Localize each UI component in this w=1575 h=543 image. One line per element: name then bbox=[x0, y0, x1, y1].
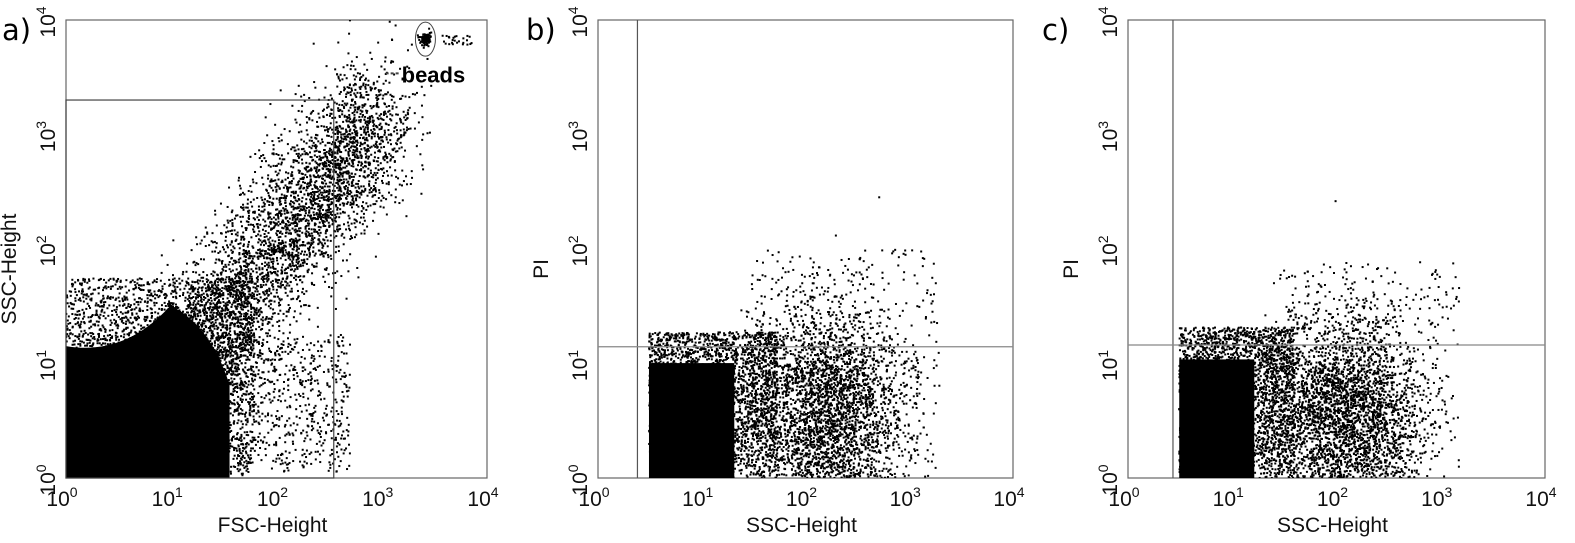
y-tick-label: 104 bbox=[565, 6, 592, 37]
x-tick-label: 104 bbox=[467, 484, 498, 511]
y-tick-label: 101 bbox=[33, 350, 60, 381]
x-tick-label: 103 bbox=[1421, 484, 1452, 511]
scatter-points bbox=[648, 196, 941, 478]
panel-label: b) bbox=[526, 13, 556, 47]
x-tick-label: 102 bbox=[786, 484, 817, 511]
x-tick-label: 103 bbox=[890, 484, 921, 511]
y-tick-label: 103 bbox=[33, 121, 60, 152]
panel-a: a) 100 101 102 103 104 100 101 102 103 104 FSC-Heig… bbox=[0, 6, 499, 537]
bead-ellipse bbox=[414, 21, 436, 57]
y-tick-label: 102 bbox=[1095, 235, 1122, 266]
y-tick-label: 103 bbox=[565, 121, 592, 152]
panel-label: a) bbox=[2, 13, 31, 47]
x-tick-label: 104 bbox=[993, 484, 1024, 511]
y-axis-label: SSC-Height bbox=[0, 213, 21, 324]
y-tick-label: 103 bbox=[1095, 121, 1122, 152]
y-tick-label: 101 bbox=[565, 350, 592, 381]
y-tick-label: 102 bbox=[565, 235, 592, 266]
y-tick-label: 104 bbox=[33, 6, 60, 37]
y-axis-label: PI bbox=[530, 259, 553, 279]
x-tick-label: 101 bbox=[152, 484, 183, 511]
x-axis-label: SSC-Height bbox=[746, 514, 857, 537]
y-tick-label: 102 bbox=[33, 235, 60, 266]
annotation-label: beads bbox=[402, 62, 466, 87]
x-axis-label: FSC-Height bbox=[218, 514, 328, 537]
y-tick-label: 104 bbox=[1095, 6, 1122, 37]
gate-rectangle bbox=[65, 99, 335, 479]
x-tick-label: 101 bbox=[1213, 484, 1244, 511]
x-tick-label: 100 bbox=[46, 484, 77, 511]
y-tick-label: 100 bbox=[1095, 464, 1122, 495]
panel-b: b) 100 101 102 103 104 100 101 102 103 104 SSC-Heig… bbox=[526, 6, 1025, 537]
scatter-points bbox=[1178, 200, 1461, 478]
y-tick-label: 100 bbox=[33, 464, 60, 495]
y-axis-label: PI bbox=[1060, 259, 1083, 279]
x-tick-label: 103 bbox=[362, 484, 393, 511]
x-tick-label: 102 bbox=[257, 484, 288, 511]
x-tick-label: 101 bbox=[682, 484, 713, 511]
x-tick-label: 100 bbox=[1108, 484, 1139, 511]
panel-label: c) bbox=[1042, 13, 1069, 47]
x-axis-label: SSC-Height bbox=[1277, 514, 1388, 537]
x-tick-label: 104 bbox=[1525, 484, 1556, 511]
y-tick-label: 100 bbox=[565, 464, 592, 495]
x-tick-label: 102 bbox=[1317, 484, 1348, 511]
y-tick-label: 101 bbox=[1095, 350, 1122, 381]
panel-c: c) 100 101 102 103 104 100 101 102 103 104 SSC-Heig… bbox=[1042, 6, 1557, 537]
x-tick-label: 100 bbox=[578, 484, 609, 511]
scatter-points bbox=[66, 20, 473, 478]
